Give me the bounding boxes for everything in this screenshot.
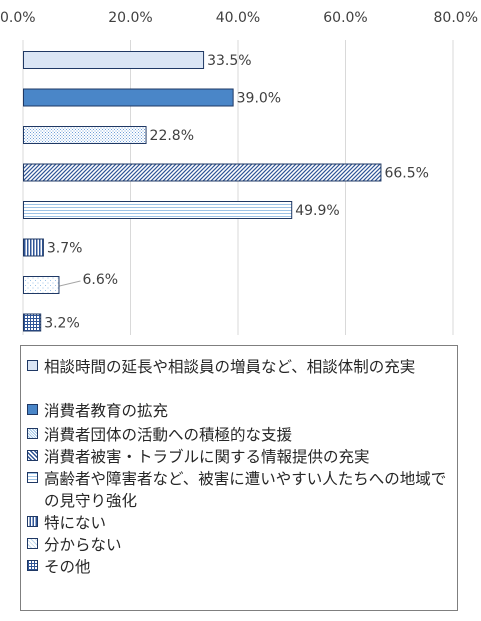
x-tick-label: 80.0% — [434, 10, 478, 26]
bar — [23, 163, 382, 182]
data-label: 66.5% — [384, 166, 428, 182]
data-label: 6.6% — [82, 272, 118, 288]
legend-label: 分からない — [44, 536, 122, 554]
data-label: 39.0% — [237, 91, 281, 107]
data-label: 33.5% — [207, 53, 251, 69]
legend-label: その他 — [44, 558, 91, 576]
bar — [23, 238, 44, 257]
legend-label: 特にない — [44, 514, 107, 532]
legend-label: 相談時間の延長や相談員の増員など、相談体制の充実 — [44, 358, 416, 376]
data-label: 49.9% — [295, 203, 339, 219]
bar — [23, 313, 42, 332]
legend-item: 高齢者や障害者など、被害に遭いやすい人たちへの地域での見守り強化 — [21, 468, 451, 512]
legend-label: 高齢者や障害者など、被害に遭いやすい人たちへの地域での見守り強化 — [44, 470, 447, 510]
x-axis-tick-labels: 0.0% 20.0% 40.0% 60.0% 80.0% — [0, 10, 478, 26]
x-tick-label: 40.0% — [216, 10, 260, 26]
bar — [23, 276, 60, 294]
bar — [23, 88, 234, 107]
legend-item: 特にない — [21, 512, 451, 534]
legend-swatch — [27, 516, 38, 527]
x-tick-label: 20.0% — [108, 10, 152, 26]
data-label: 3.7% — [47, 241, 83, 257]
data-label: 3.2% — [44, 316, 80, 332]
data-labels: 33.5% 39.0% 22.8% 66.5% 49.9% 3.7% 6.6% 3.2% — [44, 53, 429, 332]
legend-swatch — [27, 404, 38, 415]
legend-swatch — [27, 560, 38, 571]
x-tick-label: 60.0% — [323, 10, 367, 26]
bars — [23, 51, 382, 332]
legend: 相談時間の延長や相談員の増員など、相談体制の充実 消費者教育の拡充消費者団体の活動… — [20, 345, 458, 611]
bar-chart: 0.0% 20.0% 40.0% 60.0% 80.0% 33.5% 39.0% 22.8%… — [0, 10, 478, 335]
legend-swatch — [27, 472, 38, 483]
legend-item: 消費者被害・トラブルに関する情報提供の充実 — [21, 446, 451, 468]
legend-item: 分からない — [21, 534, 451, 556]
legend-swatch — [27, 450, 38, 461]
x-tick-label: 0.0% — [0, 10, 36, 26]
legend-item: 消費者団体の活動への積極的な支援 — [21, 424, 451, 446]
legend-label: 消費者団体の活動への積極的な支援 — [44, 426, 293, 444]
legend-label: 消費者被害・トラブルに関する情報提供の充実 — [44, 448, 370, 466]
label-leader-line — [59, 280, 81, 287]
bar — [23, 51, 205, 69]
bar — [23, 126, 147, 144]
data-label: 22.8% — [150, 128, 194, 144]
gridlines — [22, 40, 454, 335]
legend-item: 消費者教育の拡充 — [21, 400, 451, 422]
legend-swatch — [27, 428, 38, 439]
legend-label: 消費者教育の拡充 — [44, 402, 169, 420]
legend-swatch — [27, 538, 38, 549]
legend-item: その他 — [21, 556, 451, 578]
legend-item: 相談時間の延長や相談員の増員など、相談体制の充実 — [21, 356, 451, 378]
legend-swatch — [27, 360, 38, 371]
bar — [23, 201, 293, 219]
